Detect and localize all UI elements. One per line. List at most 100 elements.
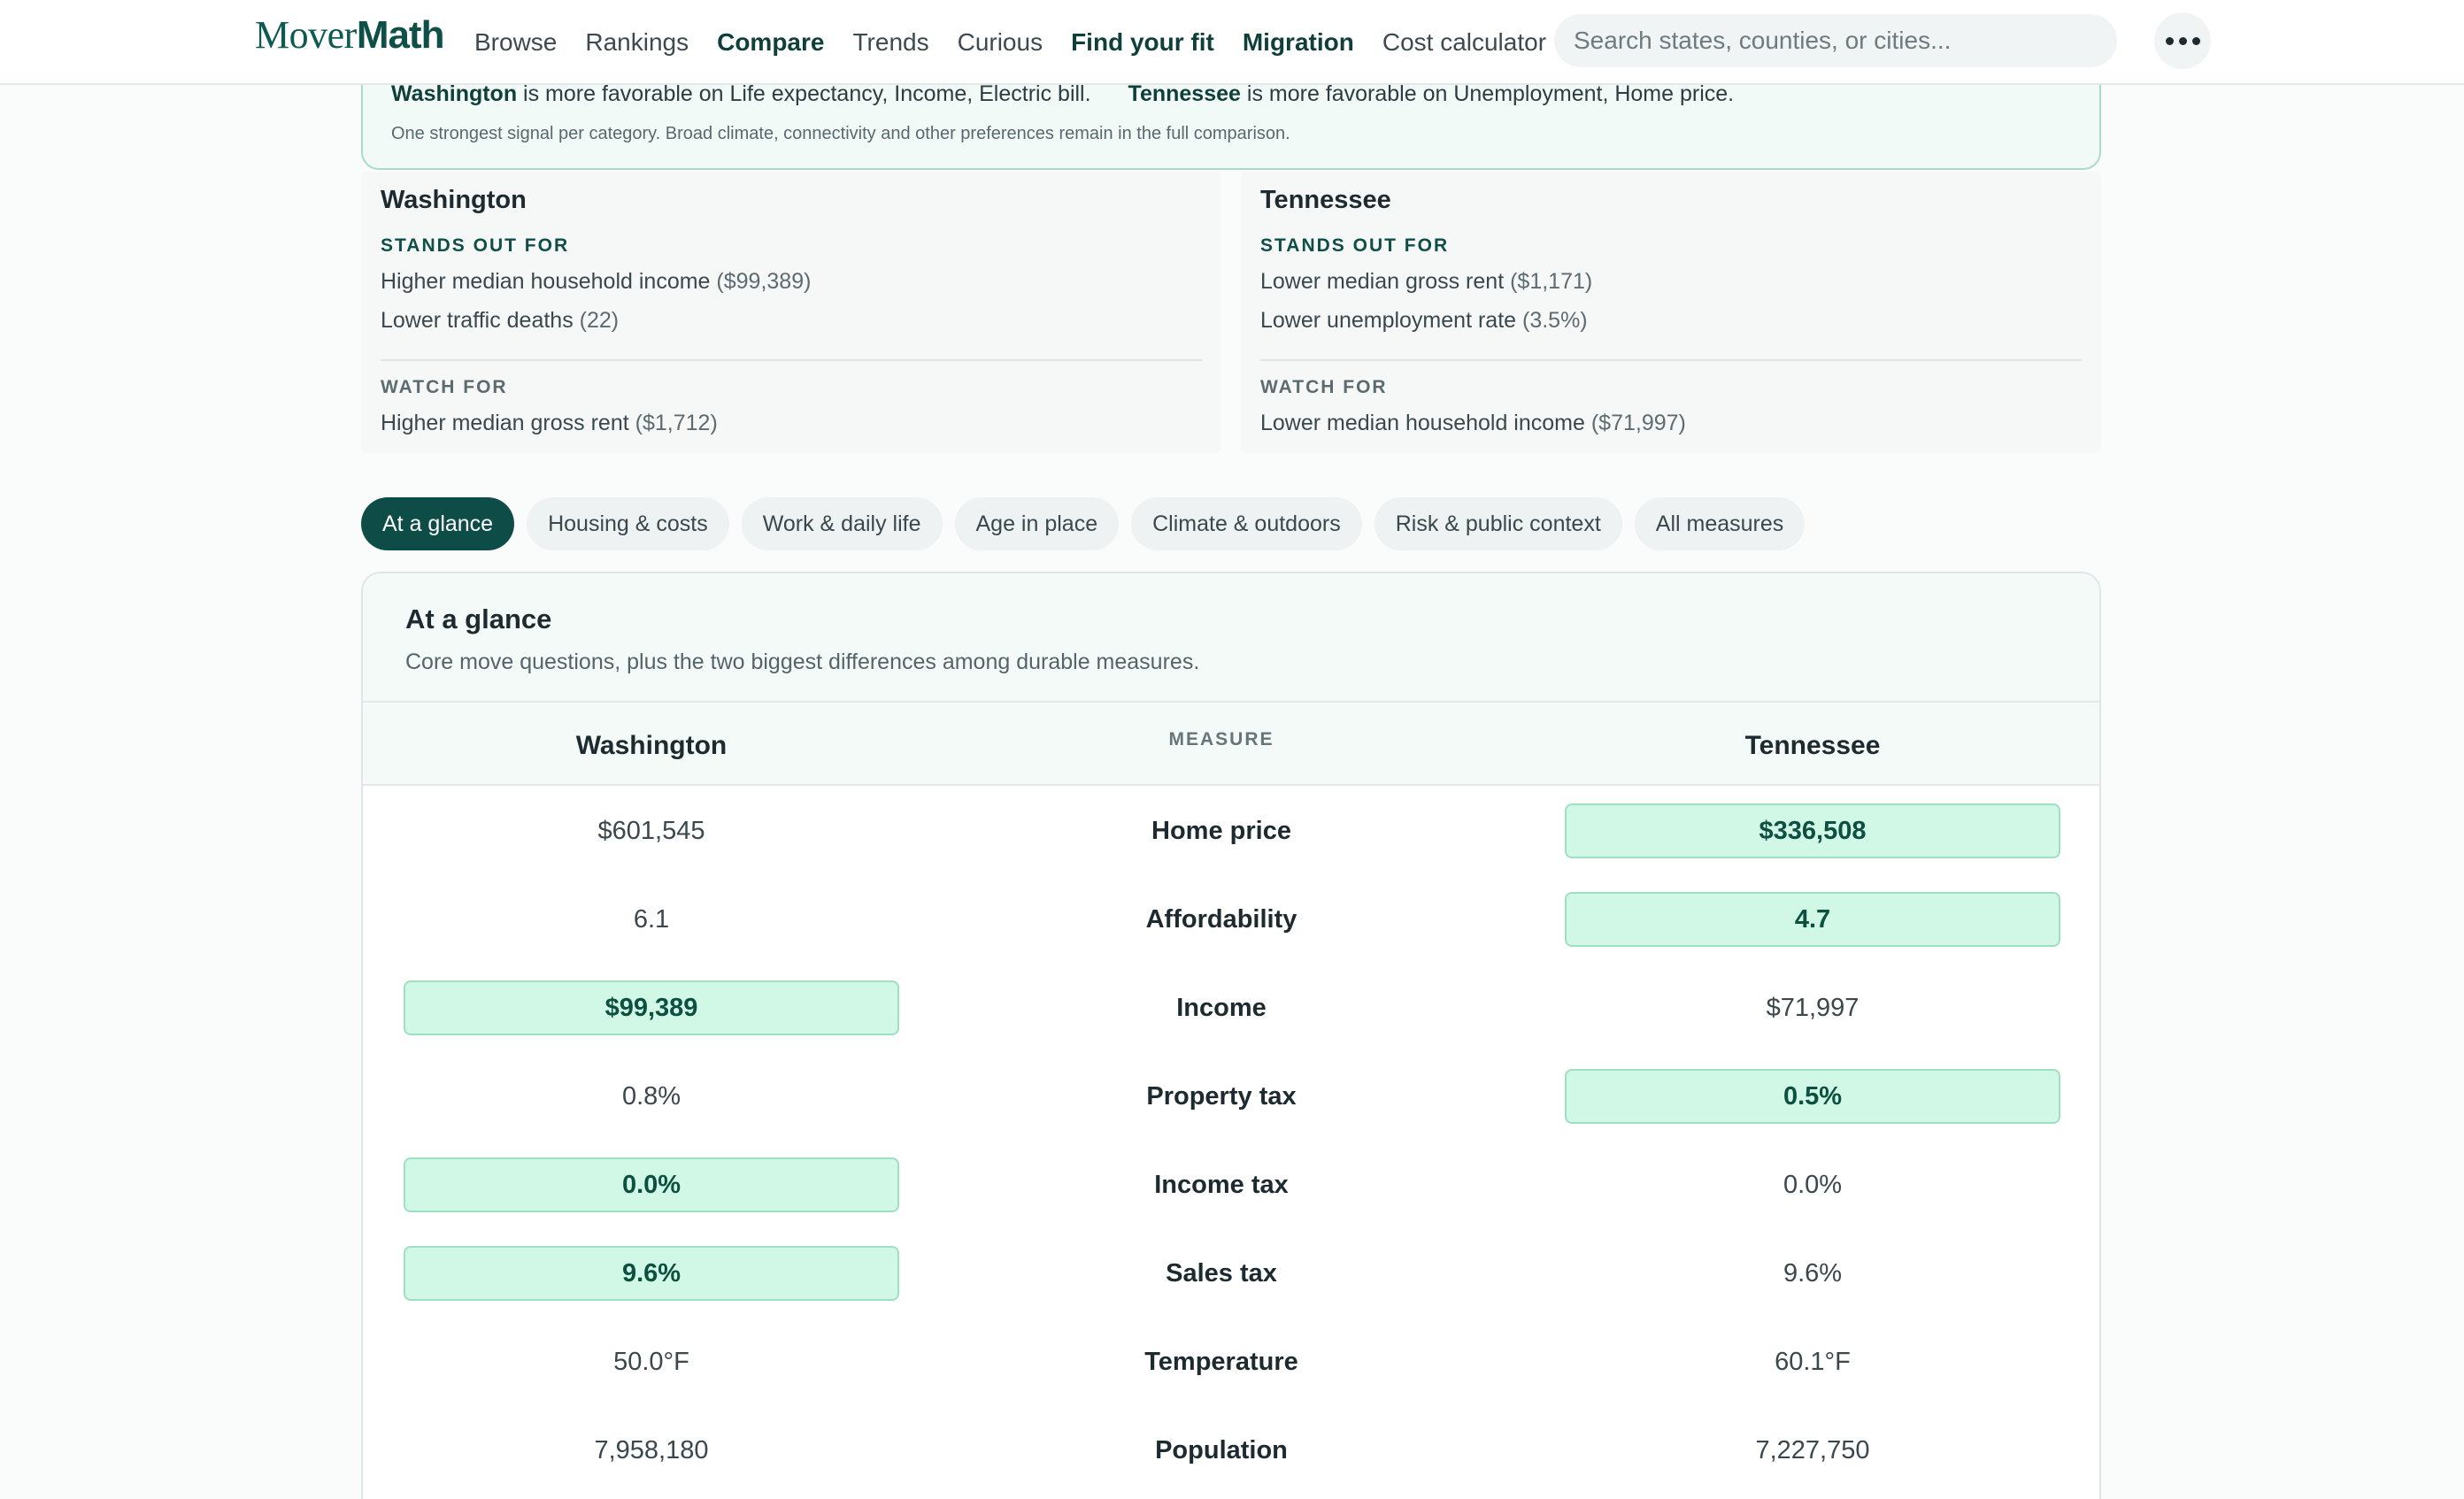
left-value: $99,389 — [404, 980, 899, 1035]
measure-label: Income tax — [1154, 1170, 1289, 1199]
table-row: 9.6% Sales tax 9.6% — [363, 1228, 2099, 1317]
tab-age-in-place[interactable]: Age in place — [954, 497, 1120, 550]
stands-out-item: Lower traffic deaths (22) — [381, 308, 619, 334]
watch-for-label: WATCH FOR — [1260, 377, 1388, 397]
stands-out-item: Higher median household income ($99,389) — [381, 269, 811, 295]
watch-for-label: WATCH FOR — [381, 377, 508, 397]
table-row: 0.0% Income tax 0.0% — [363, 1140, 2099, 1228]
divider — [1260, 359, 2082, 361]
nav-links: Browse Rankings Compare Trends Curious Find y… — [474, 0, 1575, 85]
comparison-panel: At a glance Core move questions, plus th… — [361, 572, 2101, 1499]
right-value: $336,508 — [1565, 803, 2060, 858]
table-row: 7,958,180 Population 7,227,750 — [363, 1405, 2099, 1494]
table-row: 0.8% Property tax 0.5% — [363, 1051, 2099, 1140]
right-value: 4.7 — [1565, 892, 2060, 947]
stands-out-item: Lower median gross rent ($1,171) — [1260, 269, 1592, 295]
tab-at-a-glance[interactable]: At a glance — [361, 497, 515, 550]
measure-label: Temperature — [1144, 1347, 1298, 1376]
item-text: Lower traffic deaths — [381, 308, 574, 333]
left-value: 50.0°F — [613, 1347, 689, 1376]
measure-label: Sales tax — [1166, 1258, 1277, 1288]
nav-link-migration[interactable]: Migration — [1242, 28, 1354, 56]
search-input[interactable] — [1554, 14, 2117, 67]
stands-out-label: STANDS OUT FOR — [1260, 235, 1450, 256]
summary-right-text: is more favorable on Unemployment, Home … — [1240, 81, 1735, 106]
item-value: (22) — [579, 308, 620, 333]
summary-line: Washington is more favorable on Life exp… — [391, 81, 1734, 107]
section-tabs: At a glance Housing & costs Work & daily l… — [361, 497, 1806, 550]
table-row: $99,389 Income $71,997 — [363, 963, 2099, 1051]
measure-label: Home price — [1151, 816, 1291, 845]
left-value: 0.0% — [404, 1157, 899, 1212]
measure-label: Affordability — [1145, 904, 1297, 934]
nav-link-find-your-fit[interactable]: Find your fit — [1071, 28, 1214, 56]
left-value: 0.8% — [621, 1081, 681, 1111]
card-title: Tennessee — [1260, 186, 1391, 214]
watch-for-item: Higher median gross rent ($1,712) — [381, 411, 718, 436]
panel-header: At a glance Core move questions, plus th… — [363, 573, 2099, 703]
panel-subtitle: Core move questions, plus the two bigges… — [405, 650, 1200, 674]
panel-title: At a glance — [405, 603, 552, 634]
stands-out-label: STANDS OUT FOR — [381, 235, 570, 256]
nav-link-cost-calculator[interactable]: Cost calculator — [1382, 28, 1547, 56]
item-text: Lower median gross rent — [1260, 269, 1505, 294]
right-value: 9.6% — [1783, 1258, 1843, 1288]
item-value: (3.5%) — [1522, 308, 1588, 333]
item-value: ($99,389) — [716, 269, 812, 294]
stands-out-item: Lower unemployment rate (3.5%) — [1260, 308, 1588, 334]
more-dots-icon — [2191, 36, 2200, 45]
item-value: ($1,171) — [1510, 269, 1593, 294]
item-text: Higher median household income — [381, 269, 711, 294]
item-text: Higher median gross rent — [381, 411, 629, 435]
nav-link-trends[interactable]: Trends — [852, 28, 929, 56]
tab-risk-public-context[interactable]: Risk & public context — [1374, 497, 1622, 550]
tab-housing-costs[interactable]: Housing & costs — [527, 497, 729, 550]
table-row: 6.1 Affordability 4.7 — [363, 874, 2099, 963]
more-dots-icon — [2165, 36, 2174, 45]
column-header-measure: MEASURE — [1168, 729, 1274, 750]
right-value: $71,997 — [1766, 993, 1860, 1022]
item-text: Lower unemployment rate — [1260, 308, 1517, 333]
divider — [381, 359, 1202, 361]
measure-label: Property tax — [1146, 1081, 1297, 1111]
logo-bold: Math — [356, 13, 445, 57]
nav-link-browse[interactable]: Browse — [474, 28, 558, 56]
summary-right-state: Tennessee — [1128, 81, 1241, 106]
tab-climate-outdoors[interactable]: Climate & outdoors — [1131, 497, 1362, 550]
top-nav: MoverMath Browse Rankings Compare Trends Cur… — [0, 0, 2464, 85]
summary-note: One strongest signal per category. Broad… — [391, 124, 1290, 143]
tab-work-daily-life[interactable]: Work & daily life — [741, 497, 943, 550]
right-value: 7,227,750 — [1755, 1435, 1870, 1464]
summary-left-state: Washington — [391, 81, 518, 106]
column-header-right: Tennessee — [1744, 731, 1881, 760]
standout-card-tennessee: Tennessee STANDS OUT FOR Lower median gr… — [1241, 172, 2101, 453]
left-value: 6.1 — [633, 904, 670, 934]
item-text: Lower median household income — [1260, 411, 1585, 435]
right-value: 0.0% — [1783, 1170, 1843, 1199]
left-value: $601,545 — [597, 816, 705, 845]
more-menu-button[interactable] — [2154, 12, 2211, 69]
measure-label: Income — [1176, 993, 1267, 1022]
table-row: $601,545 Home price $336,508 — [363, 786, 2099, 874]
table-row: 50.0°F Temperature 60.1°F — [363, 1317, 2099, 1405]
table-column-headers: Washington MEASURE Tennessee — [363, 703, 2099, 786]
more-dots-icon — [2178, 36, 2187, 45]
watch-for-item: Lower median household income ($71,997) — [1260, 411, 1686, 436]
left-value: 7,958,180 — [594, 1435, 709, 1464]
nav-link-curious[interactable]: Curious — [957, 28, 1043, 56]
measure-label: Population — [1155, 1435, 1288, 1464]
right-value: 60.1°F — [1775, 1347, 1851, 1376]
nav-link-compare[interactable]: Compare — [717, 28, 825, 56]
logo-light: Mover — [255, 13, 357, 57]
nav-link-rankings[interactable]: Rankings — [585, 28, 689, 56]
left-value: 9.6% — [404, 1246, 899, 1301]
card-title: Washington — [381, 186, 527, 214]
right-value: 0.5% — [1565, 1069, 2060, 1124]
standout-card-washington: Washington STANDS OUT FOR Higher median … — [361, 172, 1221, 453]
column-header-left: Washington — [575, 731, 728, 760]
summary-left-text: is more favorable on Life expectancy, In… — [517, 81, 1091, 106]
logo[interactable]: MoverMath — [255, 12, 445, 58]
tab-all-measures[interactable]: All measures — [1634, 497, 1806, 550]
item-value: ($71,997) — [1590, 411, 1686, 435]
item-value: ($1,712) — [635, 411, 718, 435]
